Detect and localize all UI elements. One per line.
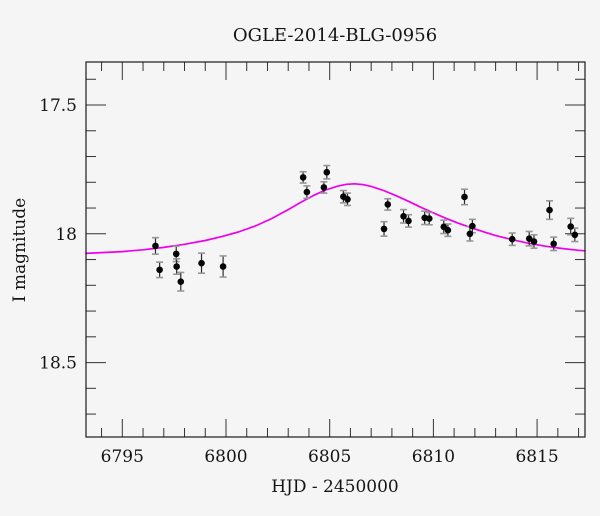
x-tick-labels: 6795 6800 6805 6810 6815 — [101, 447, 559, 467]
y-tick-label: 18 — [55, 225, 77, 245]
data-point — [219, 263, 227, 270]
data-point — [323, 168, 331, 176]
data-point — [172, 250, 180, 258]
data-point — [384, 201, 392, 208]
axis-ticks — [86, 62, 585, 437]
y-tick-labels: 17.5 18 18.5 — [39, 96, 77, 374]
data-points-group — [152, 168, 579, 285]
data-point — [444, 226, 452, 234]
data-point — [156, 266, 163, 274]
data-point — [530, 238, 538, 245]
data-point — [550, 240, 557, 248]
y-tick-label: 18.5 — [39, 354, 77, 374]
x-tick-label: 6795 — [101, 447, 144, 467]
data-point — [173, 263, 180, 270]
data-point — [198, 259, 205, 267]
data-point — [525, 235, 533, 242]
data-point — [546, 206, 553, 214]
data-point — [466, 230, 474, 238]
data-point — [344, 195, 351, 203]
data-point — [469, 222, 476, 230]
x-tick-label: 6810 — [412, 447, 455, 467]
data-point — [425, 215, 433, 222]
data-point — [461, 193, 468, 201]
plot-frame — [85, 61, 586, 438]
data-point — [152, 242, 159, 250]
data-point — [299, 174, 307, 181]
model-curve — [85, 182, 586, 255]
data-point — [400, 212, 407, 220]
data-point — [567, 223, 574, 230]
x-tick-label: 6805 — [308, 447, 351, 467]
x-tick-label: 6800 — [204, 447, 247, 467]
model-curve-group — [85, 182, 586, 255]
x-axis-label: HJD - 2450000 — [271, 477, 399, 497]
x-tick-label: 6815 — [515, 447, 558, 467]
data-point — [380, 225, 388, 233]
data-point — [405, 217, 412, 225]
y-axis-label: I magnitude — [10, 198, 30, 302]
data-point — [320, 184, 328, 191]
data-point — [177, 278, 185, 285]
chart-title: OGLE-2014-BLG-0956 — [233, 25, 437, 46]
data-point — [571, 231, 579, 239]
data-point — [303, 188, 311, 196]
data-point — [508, 235, 516, 243]
y-tick-label: 17.5 — [39, 96, 77, 116]
